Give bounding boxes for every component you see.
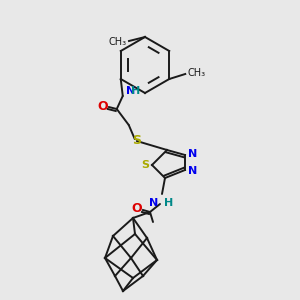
- Text: N: N: [188, 166, 197, 176]
- Text: CH₃: CH₃: [109, 37, 127, 47]
- Text: N: N: [188, 149, 197, 159]
- Text: O: O: [98, 100, 108, 112]
- Text: S: S: [141, 160, 149, 170]
- Text: H: H: [164, 198, 173, 208]
- Text: H: H: [131, 86, 140, 96]
- Text: CH₃: CH₃: [187, 68, 206, 78]
- Text: N: N: [149, 198, 158, 208]
- Text: O: O: [132, 202, 142, 215]
- Text: N: N: [126, 86, 135, 96]
- Text: S: S: [132, 134, 141, 148]
